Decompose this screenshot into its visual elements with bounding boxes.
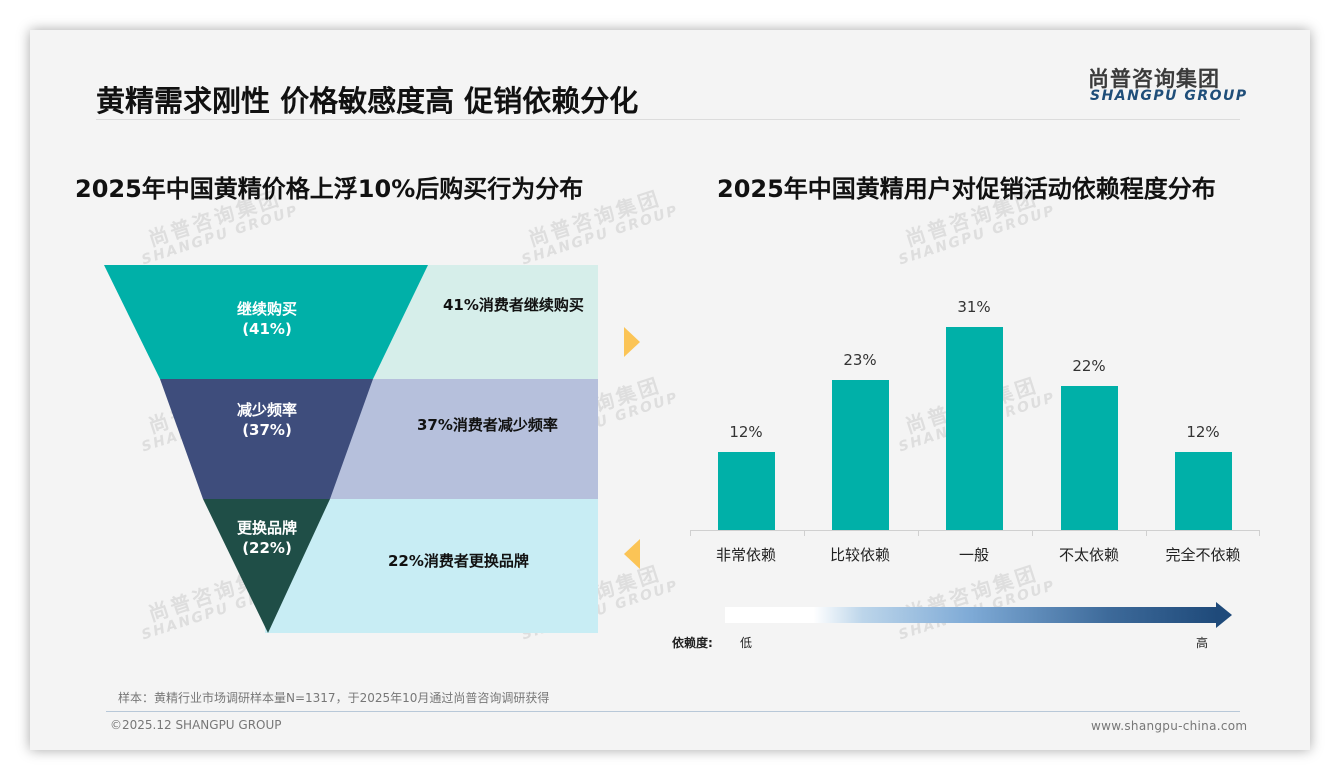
bar-not-dependent [1175,452,1232,530]
page-title: 黄精需求刚性 价格敏感度高 促销依赖分化 [96,84,639,118]
triangle-right-icon [624,327,640,357]
funnel-chart: 继续购买 (41%) 减少频率 (37%) 更换品牌 (22%) 41%消费者继… [30,30,670,650]
header-divider [96,119,1240,120]
funnel-desc-switch: 22%消费者更换品牌 [388,552,529,570]
axis-tick [1032,530,1033,536]
bar-value: 12% [1186,423,1220,441]
bar-not-very-dependent [1061,386,1118,530]
triangle-left-icon [624,539,640,569]
funnel-chart-title: 2025年中国黄精价格上浮10%后购买行为分布 [75,175,584,203]
bar-chart: 12% 非常依赖 23% 比较依赖 31% 一般 22% 不太依赖 12% 完全… [30,30,1310,750]
axis-tick [1146,530,1147,536]
category-label: 非常依赖 [715,546,776,564]
bar-value: 22% [1072,357,1106,375]
axis-tick [1259,530,1260,536]
bar-value: 12% [729,423,763,441]
bar-chart-title: 2025年中国黄精用户对促销活动依赖程度分布 [717,175,1216,203]
funnel-segment-reduce [160,379,373,499]
bar-value: 23% [843,351,877,369]
category-label: 不太依赖 [1058,546,1119,564]
funnel-desc-continue: 41%消费者继续购买 [443,296,584,314]
category-label: 完全不依赖 [1165,546,1241,564]
sample-note: 样本：黄精行业市场调研样本量N=1317，于2025年10月通过尚普咨询调研获得 [118,691,550,705]
axis-tick [918,530,919,536]
footer-divider [106,711,1240,712]
axis-tick [690,530,691,536]
category-label: 一般 [958,546,989,564]
funnel-segment-switch [203,499,330,633]
scale-high-label: 高 [1196,636,1209,650]
bar-value: 31% [957,298,991,316]
dependency-gradient-bar [725,607,1217,623]
funnel-band-reduce [320,379,598,499]
x-axis [690,530,1260,531]
slide: 尚普咨询集团 SHANGPU GROUP 尚普咨询集团 SHANGPU GROUP … [30,30,1310,750]
bar-fairly-dependent [832,380,889,530]
scale-low-label: 低 [740,636,753,650]
funnel-segment-continue [104,265,428,379]
bar-very-dependent [718,452,775,530]
category-label: 比较依赖 [829,546,890,564]
funnel-label-switch: 更换品牌 (22%) [236,519,297,557]
axis-tick [804,530,805,536]
funnel-band-switch [265,499,598,633]
website-link[interactable]: www.shangpu-china.com [1091,719,1248,733]
copyright: ©2025.12 SHANGPU GROUP [110,718,282,732]
logo-cn: 尚普咨询集团 [1088,67,1220,91]
bar-neutral [946,327,1003,530]
funnel-label-reduce: 减少频率 (37%) [236,401,297,439]
funnel-label-continue: 继续购买 (41%) [236,300,297,338]
scale-label: 依赖度: [672,636,713,650]
funnel-desc-reduce: 37%消费者减少频率 [417,416,558,434]
logo-en: SHANGPU GROUP [1090,88,1248,104]
funnel-shapes [104,265,598,633]
arrow-right-icon [1216,602,1232,628]
